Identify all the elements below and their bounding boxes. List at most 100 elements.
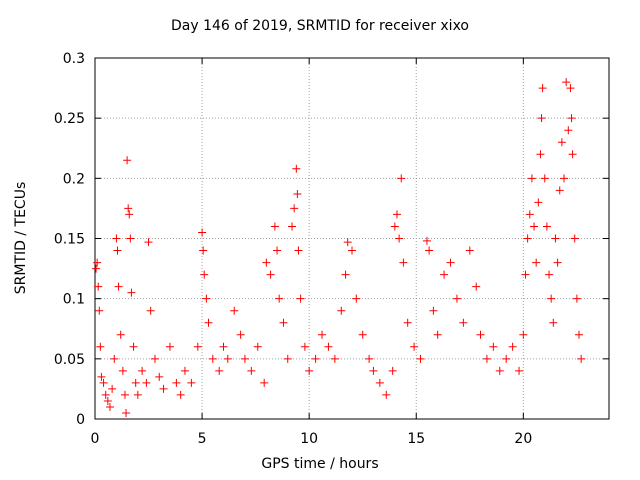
data-point [422, 236, 431, 245]
data-point [352, 294, 361, 303]
y-axis-label: SRMTID / TECUs [13, 181, 29, 295]
data-point [266, 270, 275, 279]
data-point [292, 164, 301, 173]
data-point [399, 258, 408, 267]
data-point [112, 234, 121, 243]
x-tick-label: 15 [407, 431, 425, 447]
data-point [577, 354, 586, 363]
data-point [142, 378, 151, 387]
data-point [165, 342, 174, 351]
data-point [240, 354, 249, 363]
data-point [390, 222, 399, 231]
data-point [392, 210, 401, 219]
data-point [116, 330, 125, 339]
data-point [502, 354, 511, 363]
data-point [536, 150, 545, 159]
data-point [208, 354, 217, 363]
data-point [537, 114, 546, 123]
data-point [122, 408, 131, 417]
y-tick-label: 0.15 [54, 232, 85, 248]
data-point [564, 126, 573, 135]
data-point [144, 238, 153, 247]
data-point [566, 84, 575, 93]
data-point [575, 330, 584, 339]
data-point [416, 354, 425, 363]
x-tick-label: 10 [300, 431, 318, 447]
data-point [293, 189, 302, 198]
data-point [343, 238, 352, 247]
data-point [296, 294, 305, 303]
data-point [540, 174, 549, 183]
data-point [348, 246, 356, 255]
data-point [260, 378, 269, 387]
data-point [446, 258, 455, 267]
data-point [365, 354, 374, 363]
data-point [551, 234, 560, 243]
data-point [118, 366, 127, 375]
data-point [176, 390, 185, 399]
data-point [433, 330, 442, 339]
data-point [425, 246, 434, 255]
grid-lines [95, 58, 609, 419]
x-tick-label: 0 [91, 431, 100, 447]
data-point [108, 384, 117, 393]
data-point [279, 318, 288, 327]
data-point [557, 138, 566, 147]
data-point [125, 210, 134, 219]
data-point [410, 342, 419, 351]
data-point [542, 222, 551, 231]
data-point [92, 264, 101, 273]
x-tick-label: 5 [198, 431, 207, 447]
data-point [99, 378, 108, 387]
data-point [270, 222, 279, 231]
y-tick-label: 0 [76, 412, 85, 428]
tick-labels: 0 0.05 0.1 0.15 0.2 0.25 0.3 0 5 10 15 20 [54, 51, 532, 447]
data-point [223, 354, 232, 363]
data-point [219, 342, 228, 351]
data-point [215, 366, 224, 375]
data-point [273, 246, 282, 255]
data-point [283, 354, 292, 363]
data-point [247, 366, 256, 375]
data-point [429, 306, 438, 315]
data-point [476, 330, 485, 339]
data-point [495, 366, 504, 375]
data-point [305, 366, 314, 375]
data-point [138, 366, 147, 375]
data-point [570, 234, 579, 243]
data-point [96, 342, 105, 351]
data-point [527, 174, 536, 183]
data-point [101, 390, 110, 399]
data-points [92, 78, 586, 417]
data-point [288, 222, 297, 231]
data-point [553, 258, 562, 267]
data-point [572, 294, 581, 303]
data-point [230, 306, 239, 315]
data-point [532, 258, 541, 267]
axis-ticks [94, 57, 609, 420]
data-point [482, 354, 491, 363]
data-point [375, 378, 384, 387]
data-point [275, 294, 284, 303]
data-point [440, 270, 449, 279]
data-point [126, 234, 135, 243]
data-point [508, 342, 517, 351]
data-point [120, 390, 129, 399]
data-point [324, 342, 333, 351]
data-point [341, 270, 350, 279]
data-point [358, 330, 367, 339]
y-tick-label: 0.05 [54, 352, 85, 368]
data-point [146, 306, 155, 315]
data-point [538, 84, 547, 93]
data-point [547, 294, 556, 303]
data-point [124, 204, 133, 213]
data-point [236, 330, 245, 339]
data-point [382, 390, 391, 399]
data-point [472, 282, 481, 291]
data-point [567, 114, 576, 123]
data-point [110, 354, 119, 363]
data-point [114, 282, 123, 291]
data-point [187, 378, 196, 387]
data-point [545, 270, 554, 279]
data-point [262, 258, 271, 267]
